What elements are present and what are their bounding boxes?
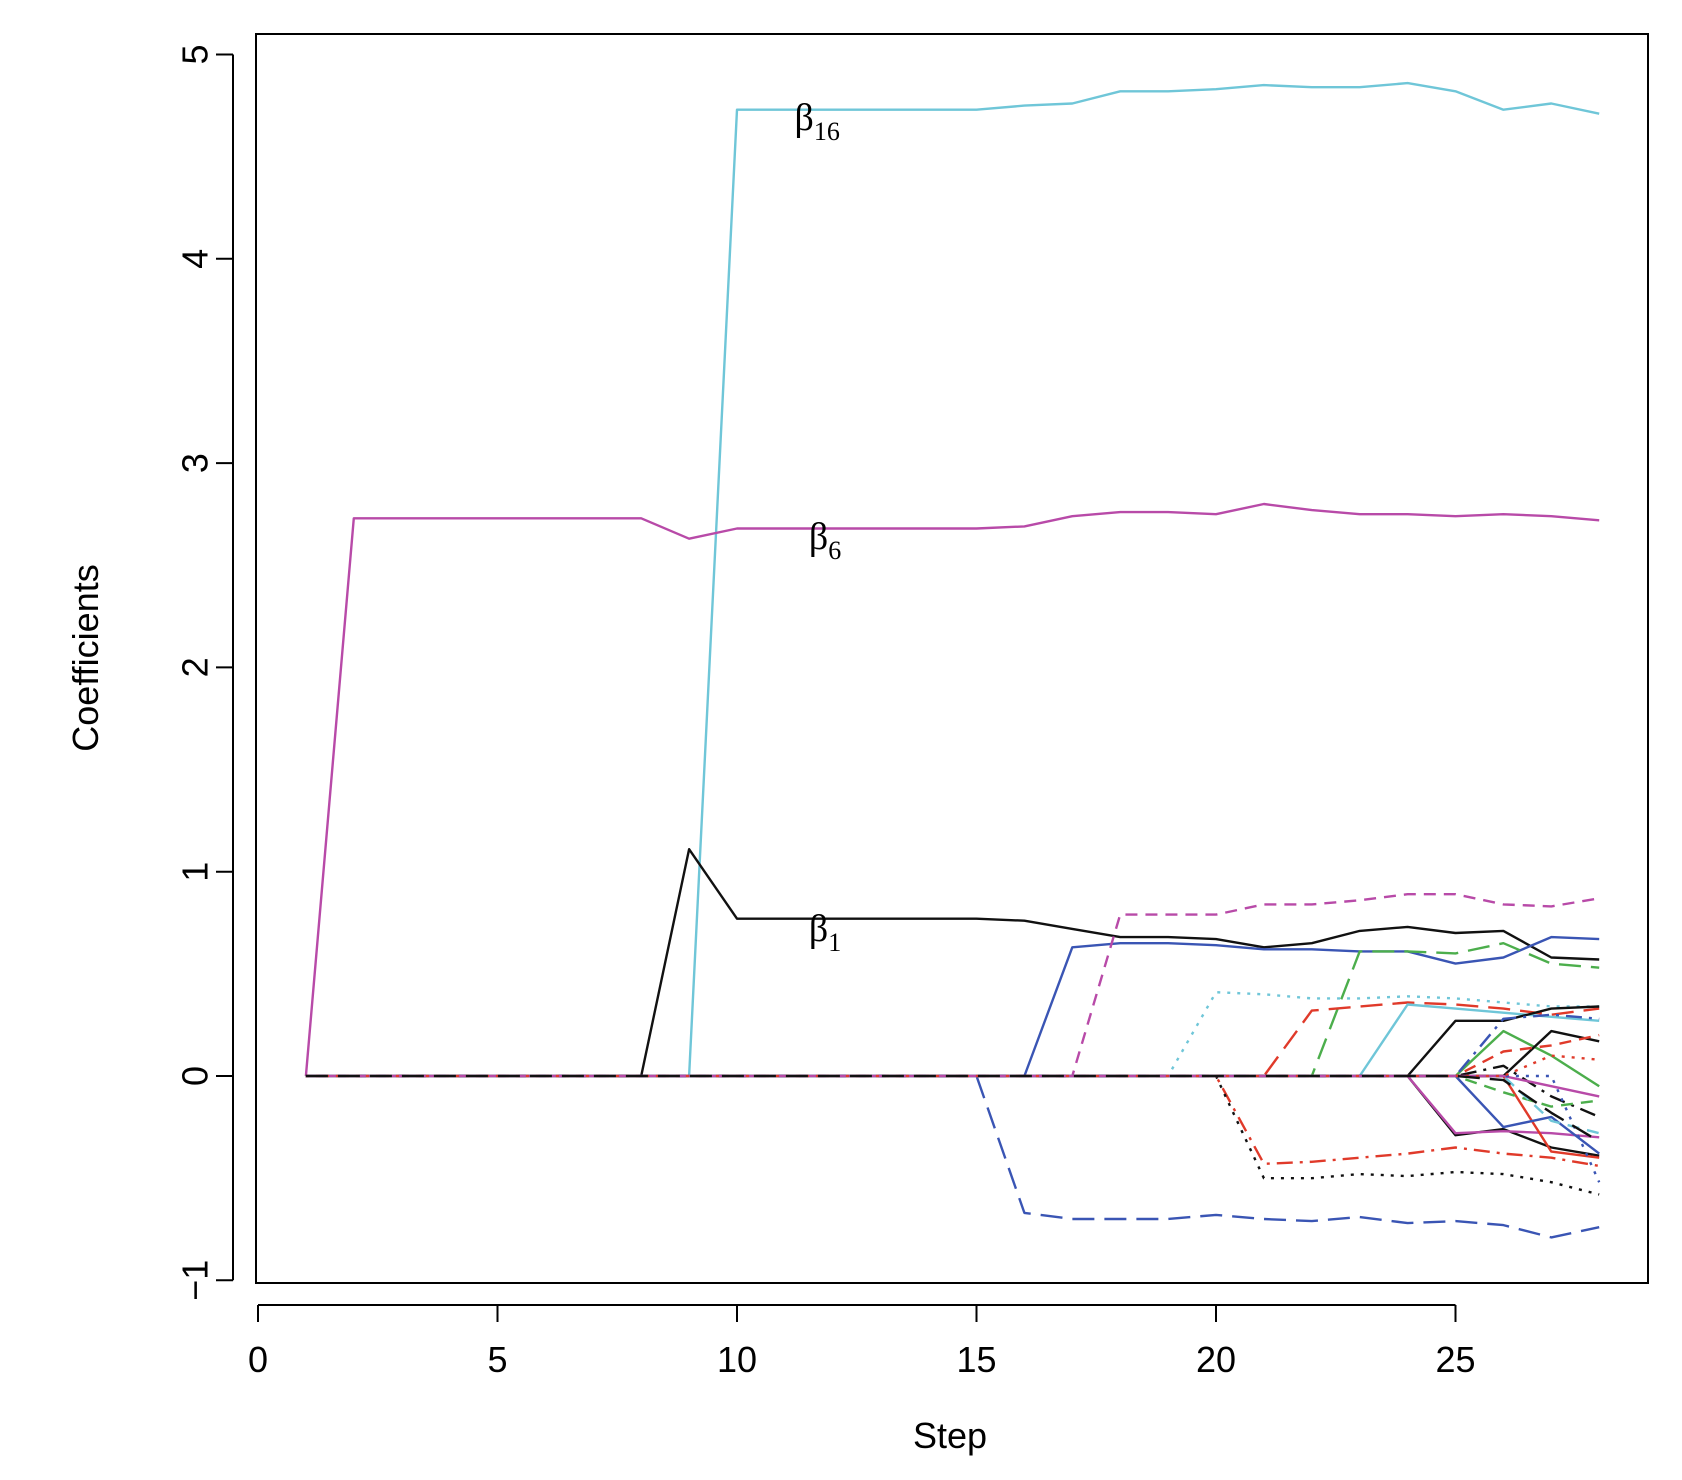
series-line-blue-longdash bbox=[305, 1074, 1600, 1239]
x-tick-label: 25 bbox=[1435, 1339, 1475, 1380]
series-line-blue-solid bbox=[305, 935, 1600, 1078]
beta-label-6: β6 bbox=[809, 516, 841, 565]
series-line-black-dotted bbox=[305, 1074, 1600, 1196]
axis-layer: 0 5 10 15 20 25 −1 0 1 2 3 4 5 bbox=[175, 44, 1476, 1380]
y-axis-title: Coefficients bbox=[65, 564, 106, 751]
beta-label-16: β16 bbox=[794, 97, 839, 146]
series-line-green-dashed bbox=[305, 942, 1600, 1078]
x-tick-label: 20 bbox=[1196, 1339, 1236, 1380]
series-line-black-dashed bbox=[305, 1074, 1600, 1143]
y-tick-label: 3 bbox=[175, 453, 216, 473]
y-tick-label: 0 bbox=[175, 1066, 216, 1086]
beta-label-1: β1 bbox=[809, 908, 841, 957]
series-line-cyan-dotted bbox=[305, 991, 1600, 1078]
x-tick-label: 0 bbox=[248, 1339, 268, 1380]
plot-frame bbox=[255, 33, 1649, 1284]
series-line-beta6 bbox=[304, 502, 1600, 1077]
x-tick-label: 15 bbox=[956, 1339, 996, 1380]
x-axis-title: Step bbox=[913, 1415, 987, 1456]
series-line-red-dotdash bbox=[305, 1074, 1600, 1168]
x-tick-label: 10 bbox=[717, 1339, 757, 1380]
annotation-layer: β16 β6 β1 bbox=[794, 97, 841, 957]
y-tick-label: 5 bbox=[175, 44, 216, 64]
x-tick-label: 5 bbox=[487, 1339, 507, 1380]
y-tick-label: 2 bbox=[175, 657, 216, 677]
series-line-magenta-dashed bbox=[305, 893, 1600, 1078]
y-tick-label: −1 bbox=[175, 1260, 216, 1301]
y-tick-label: 1 bbox=[175, 862, 216, 882]
series-layer bbox=[304, 81, 1601, 1239]
series-line-magenta-solid-2 bbox=[305, 1074, 1600, 1098]
y-tick-label: 4 bbox=[175, 249, 216, 269]
